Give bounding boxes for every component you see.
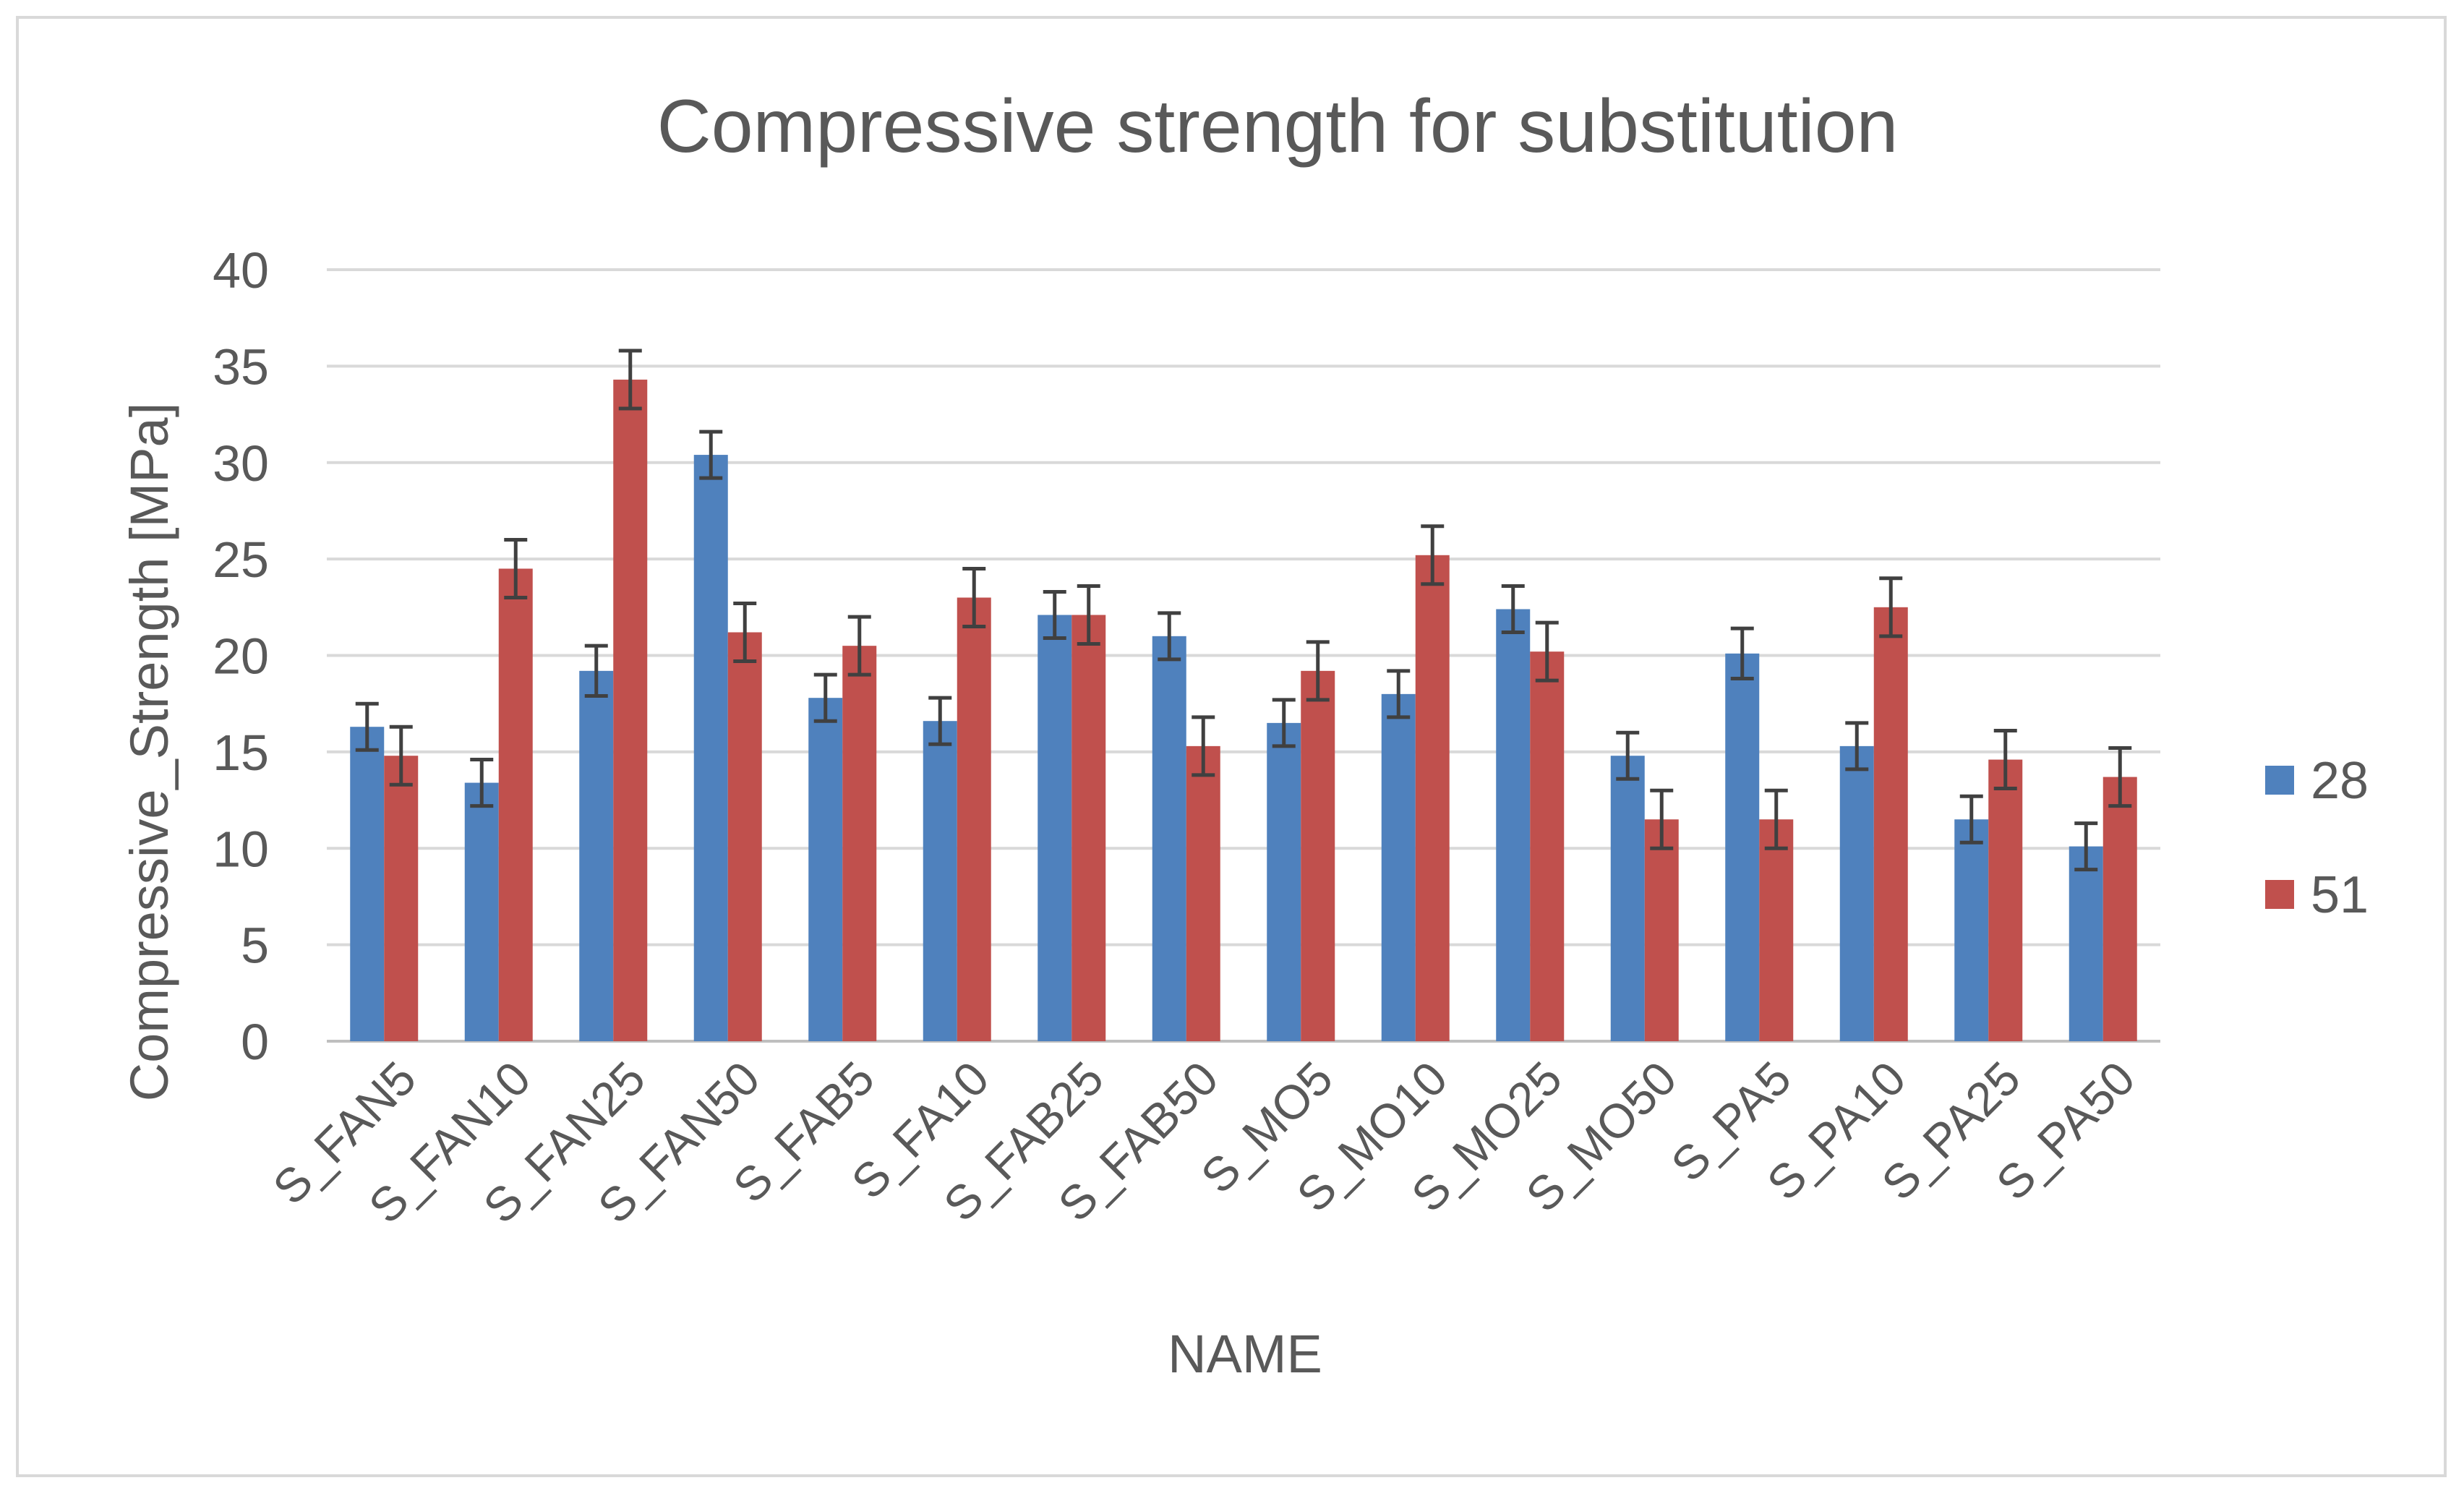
y-tick-label: 40 <box>213 242 269 299</box>
bar-series-28-S_MO50 <box>1610 756 1645 1041</box>
bar-series-28-S_FAB50 <box>1152 636 1186 1041</box>
bar-series-28-S_MO25 <box>1496 609 1531 1041</box>
bar-series-51-S_FAB5 <box>842 646 877 1041</box>
bar-series-51-S_FAN25 <box>613 380 648 1041</box>
legend: 28 51 <box>2265 752 2369 924</box>
bar-series-28-S_FAN5 <box>350 727 385 1041</box>
y-axis-label: Compressive_Strength [MPa] <box>119 403 179 1102</box>
legend-label-51: 51 <box>2311 866 2369 924</box>
y-tick-labels: 0 5 10 15 20 25 30 35 40 <box>213 242 269 1070</box>
bar-series-28-S_FAN10 <box>464 782 499 1041</box>
bar-series-28-S_MO10 <box>1381 693 1416 1041</box>
bar-series-28-S_MO5 <box>1267 722 1301 1041</box>
x-tick-labels: S_FAN5S_FAN10S_FAN25S_FAN50S_FAB5S_FA10S… <box>262 1051 2145 1234</box>
legend-label-28: 28 <box>2311 752 2369 810</box>
bar-series-28-S_FAB25 <box>1038 615 1072 1041</box>
bar-series-28-S_FAN50 <box>693 455 728 1041</box>
y-tick-label: 35 <box>213 338 269 395</box>
chart-title: Compressive strength for substitution <box>657 85 1899 168</box>
bar-series-51-S_FAN50 <box>727 632 762 1041</box>
y-tick-label: 0 <box>241 1014 269 1070</box>
bar-series-51-S_MO5 <box>1301 670 1335 1041</box>
bar-series-28-S_PA25 <box>1954 819 1989 1041</box>
bar-series-28-S_FAN25 <box>579 670 614 1041</box>
bar-series-51-S_PA5 <box>1759 819 1794 1041</box>
legend-swatch-28 <box>2265 766 2294 795</box>
y-tick-label: 30 <box>213 435 269 492</box>
bar-series-51-S_MO25 <box>1530 651 1565 1041</box>
bar-series-51-S_FAB50 <box>1186 745 1220 1041</box>
error-bar-layer <box>355 349 2132 872</box>
bar-layer <box>350 380 2137 1041</box>
bar-series-51-S_FAN5 <box>384 756 419 1041</box>
bar-series-28-S_FA10 <box>923 721 957 1041</box>
bar-series-51-S_PA50 <box>2102 777 2137 1041</box>
bar-series-51-S_FAB25 <box>1071 615 1106 1041</box>
y-tick-label: 20 <box>213 628 269 685</box>
bar-series-28-S_PA10 <box>1839 745 1874 1041</box>
bar-series-28-S_PA50 <box>2069 846 2103 1041</box>
bar-series-51-S_FA10 <box>957 597 991 1041</box>
bar-series-51-S_MO10 <box>1415 555 1450 1041</box>
bar-series-51-S_MO50 <box>1644 819 1679 1041</box>
bar-series-51-S_PA25 <box>1988 759 2023 1041</box>
x-axis-label: NAME <box>1168 1324 1322 1384</box>
bar-series-28-S_FAB5 <box>808 698 843 1041</box>
y-tick-label: 5 <box>241 918 269 974</box>
bar-series-51-S_FAN10 <box>498 568 533 1041</box>
chart-frame <box>16 16 2447 1477</box>
bar-series-28-S_PA5 <box>1725 653 1760 1041</box>
y-tick-label: 10 <box>213 821 269 877</box>
legend-swatch-51 <box>2265 880 2294 909</box>
y-tick-label: 15 <box>213 725 269 781</box>
bar-series-51-S_PA10 <box>1873 607 1908 1041</box>
y-tick-label: 25 <box>213 531 269 588</box>
